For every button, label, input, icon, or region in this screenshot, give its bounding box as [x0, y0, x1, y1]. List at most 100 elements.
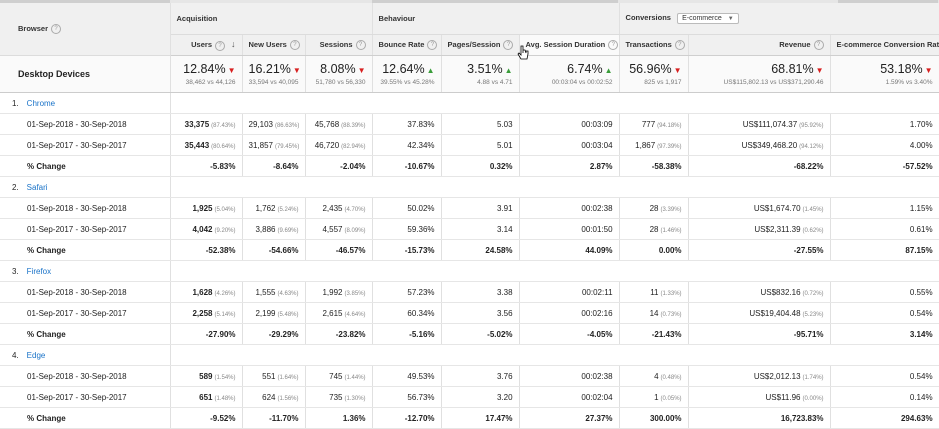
sort-descending-icon[interactable]: ↓ [231, 39, 236, 50]
browser-link-safari[interactable]: Safari [26, 182, 48, 192]
column-header-users[interactable]: Users? ↓ [170, 34, 243, 56]
cell-share: (5.14%) [214, 311, 236, 318]
cell-value: 624 [262, 392, 276, 402]
browser-group-row: 3. Firefox [0, 260, 939, 282]
cell-transactions: 0.00% [619, 239, 689, 261]
cell-value: 4,042 [192, 224, 213, 234]
cell-value: 57.23% [407, 287, 435, 297]
cell-pages-session: 3.56 [441, 302, 520, 324]
cell-share: (1.74%) [802, 374, 824, 381]
column-header-avg-duration[interactable]: Avg. Session Duration? [519, 34, 620, 56]
cell-share: (1.64%) [277, 374, 299, 381]
conversions-label: Conversions [625, 13, 671, 22]
cell-avg-duration: 00:02:38 [519, 197, 620, 219]
cell-users: 1,925 (5.04%) [170, 197, 243, 219]
help-icon[interactable]: ? [289, 40, 300, 50]
cell-new-users: 29,103 (86.63%) [242, 113, 306, 135]
column-header-bounce-rate[interactable]: Bounce Rate? [372, 34, 442, 56]
summary-cell-conv-rate: 53.18% ▼ 1.59% vs 3.40% [830, 55, 939, 93]
column-header-pages-session[interactable]: Pages/Session? [441, 34, 520, 56]
summary-change-pct: 8.08% [320, 61, 356, 76]
date-range-row: 01-Sep-2017 - 30-Sep-2017 4,042 (9.20%) 3,8… [0, 218, 939, 240]
cell-value: 5.01 [496, 140, 513, 150]
column-header-sessions[interactable]: Sessions? [305, 34, 373, 56]
arrow-down-icon: ▼ [357, 65, 366, 75]
cell-value: 0.14% [909, 392, 933, 402]
summary-change-pct: 56.96% [629, 61, 672, 76]
group-behaviour: Behaviour [372, 3, 620, 35]
cell-value: 00:02:16 [581, 308, 613, 318]
column-header-new-users[interactable]: New Users? [242, 34, 306, 56]
summary-comparison: 1.59% vs 3.40% [885, 78, 933, 86]
cell-value: 0.00% [658, 245, 682, 255]
cell-value: 2,435 [322, 203, 343, 213]
cell-sessions: -2.04% [305, 155, 373, 177]
column-header-browser[interactable]: Browser? [0, 3, 171, 56]
cell-value: 3.20 [496, 392, 513, 402]
cell-sessions: 735 (1.30%) [305, 386, 373, 408]
help-icon[interactable]: ? [608, 40, 619, 50]
cell-users: 35,443 (80.64%) [170, 134, 243, 156]
row-label: 01-Sep-2017 - 30-Sep-2017 [0, 134, 171, 156]
conversions-select[interactable]: E-commerce ▼ [677, 13, 739, 24]
cell-value: 3.38 [496, 287, 513, 297]
help-icon[interactable]: ? [503, 40, 514, 50]
cell-value: -46.57% [335, 245, 366, 255]
cell-users: -27.90% [170, 323, 243, 345]
summary-cell-pages-session: 3.51% ▲ 4.88 vs 4.71 [441, 55, 520, 93]
summary-cell-avg-duration: 6.74% ▲ 00:03:04 vs 00:02:52 [519, 55, 620, 93]
cell-pages-session: 3.20 [441, 386, 520, 408]
column-header-label: E-commerce Conversion Rate [836, 39, 939, 49]
summary-comparison: 00:03:04 vs 00:02:52 [551, 78, 613, 86]
help-icon[interactable]: ? [674, 40, 685, 50]
mouse-pointer-icon [517, 45, 529, 60]
browser-link-firefox[interactable]: Firefox [26, 266, 52, 276]
row-label: % Change [0, 407, 171, 429]
conversions-select-value: E-commerce [682, 15, 722, 22]
help-icon[interactable]: ? [355, 40, 366, 50]
cell-value: -12.70% [404, 413, 435, 423]
cell-value: 3.14% [909, 329, 933, 339]
cell-sessions: 2,615 (4.64%) [305, 302, 373, 324]
column-header-conv-rate[interactable]: E-commerce Conversion Rate? [830, 34, 939, 56]
arrow-down-icon: ▼ [227, 65, 236, 75]
help-icon[interactable]: ? [51, 24, 62, 34]
cell-value: 35,443 [184, 140, 210, 150]
help-icon[interactable]: ? [215, 40, 225, 51]
cell-avg-duration: 27.37% [519, 407, 620, 429]
cell-share: (0.62%) [802, 227, 824, 234]
row-label: 01-Sep-2017 - 30-Sep-2017 [0, 218, 171, 240]
cell-revenue: -68.22% [688, 155, 831, 177]
date-range-row: 01-Sep-2017 - 30-Sep-2017 2,258 (5.14%) 2,1… [0, 302, 939, 324]
browser-index: 4. [12, 350, 19, 360]
column-header-label: Pages/Session [447, 39, 501, 49]
report-body: Desktop Devices 12.84% ▼ 38,462 vs 44,126 1… [0, 55, 939, 429]
cell-value: 3.14 [496, 224, 513, 234]
summary-change-pct: 12.84% [183, 61, 226, 76]
cell-value: -2.04% [340, 161, 366, 171]
cell-share: (4.64%) [344, 311, 366, 318]
cell-value: -52.38% [205, 245, 236, 255]
cell-value: -5.16% [409, 329, 435, 339]
cell-share: (95.92%) [799, 122, 824, 129]
cell-value: 4,557 [322, 224, 343, 234]
help-icon[interactable]: ? [813, 40, 824, 50]
cell-value: 0.55% [909, 287, 933, 297]
cell-transactions: 28 (3.39%) [619, 197, 689, 219]
help-icon[interactable]: ? [427, 40, 438, 50]
cell-pages-session: 24.58% [441, 239, 520, 261]
cell-new-users: 1,762 (5.24%) [242, 197, 306, 219]
cell-value: 33,375 [184, 119, 210, 129]
cell-conv-rate: 87.15% [830, 239, 939, 261]
cell-share: (0.48%) [660, 374, 682, 381]
cell-bounce-rate: 49.53% [372, 365, 442, 387]
summary-comparison: 4.88 vs 4.71 [477, 78, 513, 86]
browser-link-edge[interactable]: Edge [26, 350, 46, 360]
cell-value: -29.29% [268, 329, 299, 339]
cell-conv-rate: 3.14% [830, 323, 939, 345]
browser-link-chrome[interactable]: Chrome [26, 98, 56, 108]
column-header-revenue[interactable]: Revenue? [688, 34, 831, 56]
browser-group-row: 1. Chrome [0, 92, 939, 114]
column-header-transactions[interactable]: Transactions? [619, 34, 689, 56]
date-range-row: 01-Sep-2018 - 30-Sep-2018 589 (1.54%) 551 (1… [0, 365, 939, 387]
